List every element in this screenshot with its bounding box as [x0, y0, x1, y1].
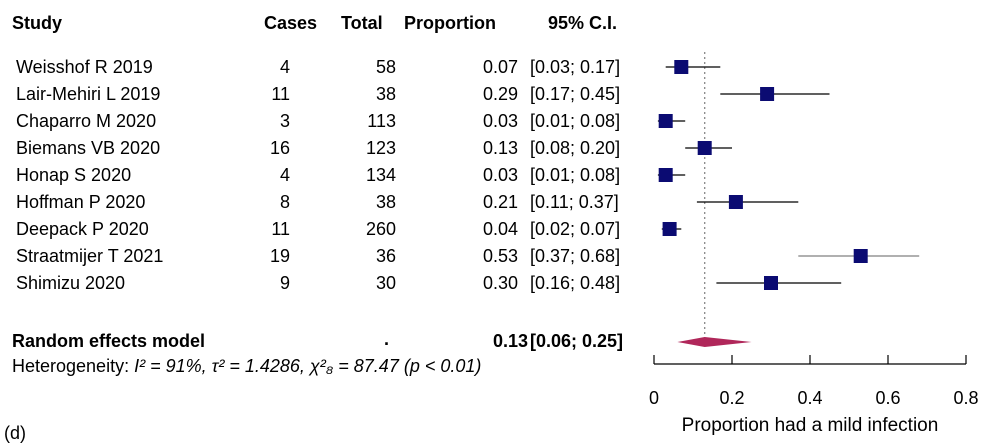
study-marker [728, 195, 743, 209]
study-ci: [0.01; 0.08] [530, 111, 621, 131]
x-tick-label: 0.2 [719, 388, 744, 408]
study-cases: 11 [271, 219, 290, 239]
header-total: Total [341, 13, 383, 33]
study-cases: 11 [271, 84, 290, 104]
study-total: 38 [375, 84, 396, 104]
study-cases: 4 [279, 57, 290, 77]
study-name: Weisshof R 2019 [16, 57, 153, 77]
study-marker [697, 141, 712, 155]
summary-label: Random effects model [12, 331, 206, 351]
summary-total: . [384, 329, 390, 349]
study-ci: [0.11; 0.37] [530, 192, 619, 212]
study-name: Hoffman P 2020 [16, 192, 146, 212]
study-ci: [0.08; 0.20] [530, 138, 621, 158]
header-ci: 95% C.I. [548, 13, 618, 33]
study-proportion: 0.03 [482, 111, 518, 131]
study-marker [662, 222, 677, 236]
study-marker [658, 114, 673, 128]
x-tick-label: 0.8 [953, 388, 978, 408]
summary-proportion: 0.13 [492, 331, 528, 351]
study-marker [853, 249, 868, 263]
study-total: 260 [365, 219, 396, 239]
study-name: Lair-Mehiri L 2019 [16, 84, 161, 104]
x-axis-label: Proportion had a mild infection [682, 415, 939, 436]
study-proportion: 0.29 [482, 84, 518, 104]
study-ci: [0.16; 0.48] [530, 273, 621, 293]
study-cases: 19 [269, 246, 290, 266]
study-proportion: 0.53 [482, 246, 518, 266]
study-marker [674, 60, 689, 74]
study-ci: [0.01; 0.08] [530, 165, 621, 185]
x-tick-label: 0.6 [875, 388, 900, 408]
study-proportion: 0.04 [482, 219, 518, 239]
study-total: 123 [365, 138, 396, 158]
header-cases: Cases [264, 13, 318, 33]
study-proportion: 0.21 [482, 192, 518, 212]
x-tick-label: 0 [649, 388, 659, 408]
study-cases: 4 [279, 165, 290, 185]
study-name: Shimizu 2020 [16, 273, 126, 293]
study-ci: [0.03; 0.17] [530, 57, 621, 77]
study-ci: [0.02; 0.07] [530, 219, 621, 239]
study-ci: [0.37; 0.68] [530, 246, 621, 266]
study-total: 38 [375, 192, 396, 212]
study-ci: [0.17; 0.45] [530, 84, 621, 104]
study-cases: 9 [279, 273, 290, 293]
header-proportion: Proportion [404, 13, 496, 33]
study-cases: 8 [279, 192, 290, 212]
study-marker [764, 276, 778, 290]
study-total: 30 [375, 273, 396, 293]
study-cases: 3 [279, 111, 290, 131]
summary-ci: [0.06; 0.25] [530, 331, 624, 351]
study-name: Biemans VB 2020 [16, 138, 161, 158]
study-total: 134 [365, 165, 396, 185]
study-name: Chaparro M 2020 [16, 111, 157, 131]
header-study: Study [12, 13, 63, 33]
study-total: 58 [375, 57, 396, 77]
study-name: Honap S 2020 [16, 165, 132, 185]
study-proportion: 0.03 [482, 165, 518, 185]
study-name: Deepack P 2020 [16, 219, 149, 239]
study-marker [658, 168, 673, 182]
study-proportion: 0.07 [482, 57, 518, 77]
study-marker [760, 87, 775, 101]
study-cases: 16 [269, 138, 290, 158]
summary-diamond [677, 337, 752, 347]
study-total: 36 [375, 246, 396, 266]
study-proportion: 0.30 [482, 273, 518, 293]
study-proportion: 0.13 [482, 138, 518, 158]
x-tick-label: 0.4 [797, 388, 822, 408]
study-name: Straatmijer T 2021 [16, 246, 164, 266]
heterogeneity-stats: I² = 91%, τ² = 1.4286, χ²₈ = 87.47 (p < … [134, 356, 482, 376]
study-total: 113 [367, 111, 396, 131]
heterogeneity-prefix: Heterogeneity: [12, 356, 135, 376]
heterogeneity-text: Heterogeneity: I² = 91%, τ² = 1.4286, χ²… [12, 356, 481, 376]
